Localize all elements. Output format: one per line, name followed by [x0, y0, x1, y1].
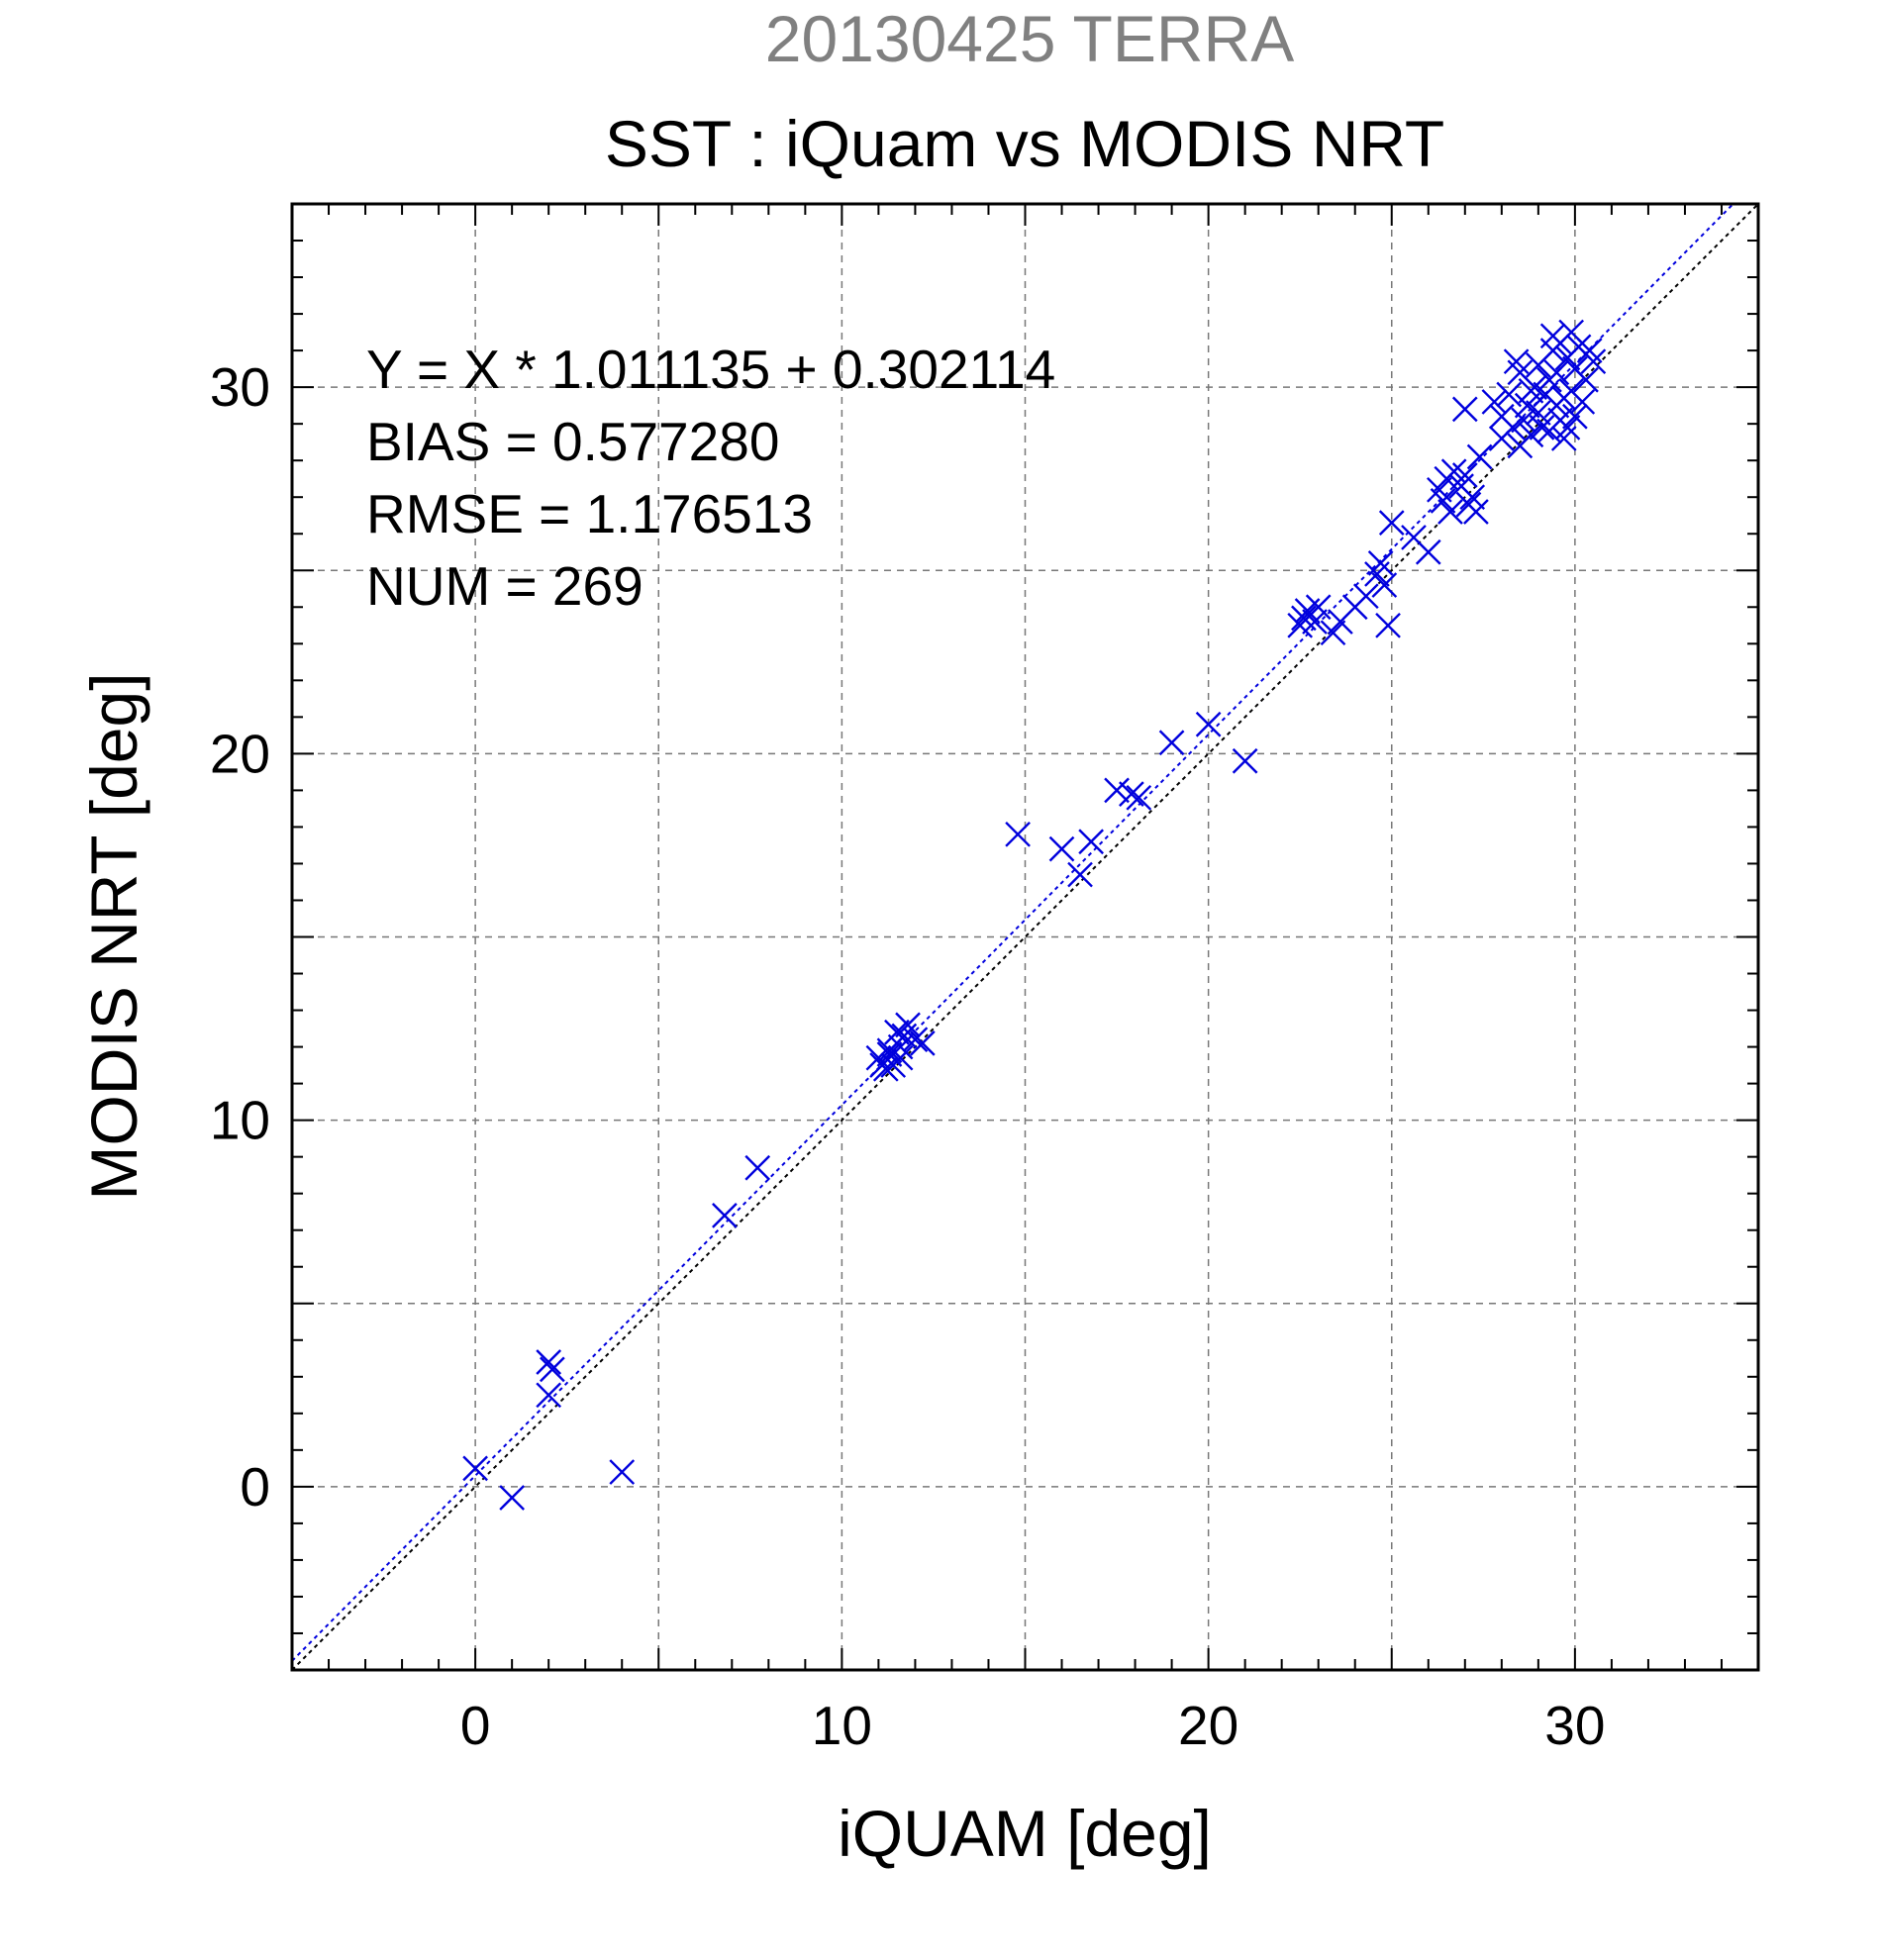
data-point — [1518, 377, 1544, 404]
data-point — [1352, 583, 1379, 610]
y-tick-label: 10 — [210, 1090, 270, 1151]
data-point — [1067, 861, 1093, 888]
data-point — [1195, 711, 1222, 737]
data-point — [1562, 403, 1588, 430]
data-point — [1367, 549, 1394, 576]
data-point — [1573, 366, 1599, 393]
data-point — [1554, 415, 1581, 441]
y-tick-label: 0 — [240, 1456, 270, 1518]
data-point — [1543, 359, 1570, 386]
y-axis-label: MODIS NRT [deg] — [77, 672, 150, 1200]
data-point — [1481, 389, 1508, 415]
y-tick-labels: 0 10 20 30 — [210, 356, 270, 1518]
data-point — [462, 1455, 488, 1482]
data-point — [1459, 484, 1486, 511]
data-point — [1305, 594, 1332, 621]
data-point — [1375, 612, 1401, 638]
data-point — [1580, 348, 1607, 375]
data-point — [1048, 835, 1075, 862]
data-point — [1511, 407, 1536, 434]
data-point — [1569, 389, 1596, 415]
data-points — [462, 319, 1607, 1511]
annotation-equation: Y = X * 1.011135 + 0.302114 — [366, 339, 1055, 400]
regression-line — [291, 203, 1734, 1662]
x-axis-label: iQUAM [deg] — [838, 1797, 1212, 1870]
x-tick-label: 10 — [812, 1695, 872, 1756]
data-point — [1371, 572, 1398, 598]
data-point — [876, 1037, 903, 1064]
annotation-num: NUM = 269 — [366, 555, 644, 617]
minor-ticks — [291, 203, 1759, 1671]
data-point — [1104, 777, 1130, 804]
data-point — [1005, 821, 1031, 847]
data-point — [1451, 396, 1478, 423]
data-point — [712, 1203, 738, 1228]
data-point — [540, 1356, 565, 1383]
data-point — [1466, 443, 1493, 470]
chart-supertitle: 20130425 TERRA — [765, 2, 1294, 75]
data-point — [909, 1030, 936, 1056]
data-point — [1126, 784, 1152, 811]
data-point — [1503, 348, 1530, 375]
data-point — [1078, 829, 1104, 855]
y-tick-label: 30 — [210, 356, 270, 418]
data-point — [1526, 400, 1551, 426]
chart-title: SST : iQuam vs MODIS NRT — [605, 107, 1444, 180]
data-point — [1500, 415, 1526, 441]
data-point — [1158, 730, 1185, 756]
data-point — [609, 1459, 636, 1485]
x-tick-label: 30 — [1544, 1695, 1605, 1756]
data-point — [1529, 415, 1555, 441]
data-point — [1378, 510, 1405, 536]
data-point — [1415, 539, 1441, 565]
data-point — [1119, 781, 1144, 807]
x-tick-labels: 0 10 20 30 — [460, 1695, 1606, 1756]
data-point — [1539, 323, 1566, 349]
data-point — [499, 1485, 525, 1511]
data-point — [1430, 488, 1456, 514]
data-point — [1451, 462, 1478, 488]
data-point — [887, 1044, 914, 1071]
data-point — [536, 1349, 562, 1375]
data-point — [884, 1019, 910, 1045]
y-tick-label: 20 — [210, 723, 270, 784]
reference-lines — [291, 203, 1759, 1671]
data-point — [895, 1012, 921, 1038]
data-point — [1463, 499, 1489, 525]
data-point — [536, 1382, 562, 1409]
data-point — [1232, 747, 1258, 774]
data-point — [1320, 620, 1346, 646]
data-point — [1302, 609, 1328, 635]
annotation-rmse: RMSE = 1.176513 — [366, 483, 813, 544]
x-tick-label: 0 — [460, 1695, 491, 1756]
annotation-bias: BIAS = 0.577280 — [366, 411, 779, 472]
data-point — [1437, 499, 1463, 525]
data-point — [902, 1027, 929, 1053]
data-point — [744, 1154, 771, 1181]
x-tick-label: 20 — [1178, 1695, 1238, 1756]
data-point — [1496, 381, 1523, 408]
data-point — [1514, 392, 1540, 419]
plot-frame — [290, 202, 1760, 1672]
identity-line — [291, 203, 1759, 1671]
